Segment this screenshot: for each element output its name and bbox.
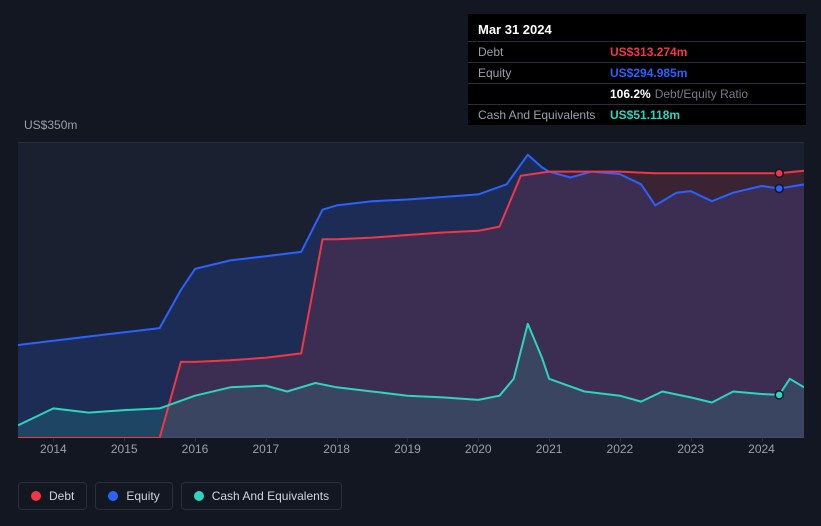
series-marker-icon <box>775 169 783 177</box>
plot-area[interactable] <box>18 142 804 438</box>
tooltip-row: Debt US$313.274m <box>468 41 806 62</box>
tooltip-label: Debt <box>478 45 598 59</box>
tooltip-value: US$51.118m <box>610 108 680 122</box>
legend-label: Equity <box>126 489 159 503</box>
xtick-line <box>691 438 692 442</box>
xtick-label: 2022 <box>607 442 634 456</box>
legend-item[interactable]: Debt <box>18 482 87 510</box>
legend-swatch-icon <box>31 491 41 501</box>
legend-label: Cash And Equivalents <box>212 489 329 503</box>
xtick-label: 2020 <box>465 442 492 456</box>
tooltip-value: US$313.274m <box>610 45 687 59</box>
legend-swatch-icon <box>194 491 204 501</box>
series-marker-icon <box>775 391 783 399</box>
x-axis: 2014 2015 2016 2017 2018 2019 2020 2021 2022 2023… <box>18 442 804 460</box>
legend-swatch-icon <box>108 491 118 501</box>
series-marker-icon <box>775 185 783 193</box>
tooltip-label: Equity <box>478 66 598 80</box>
xtick-line <box>549 438 550 442</box>
xtick-label: 2016 <box>182 442 209 456</box>
xtick-label: 2024 <box>748 442 775 456</box>
legend-item[interactable]: Cash And Equivalents <box>181 482 342 510</box>
y-axis-label-top: US$350m <box>24 118 77 132</box>
legend-item[interactable]: Equity <box>95 482 172 510</box>
xtick-line <box>266 438 267 442</box>
xtick-label: 2017 <box>252 442 279 456</box>
tooltip-title: Mar 31 2024 <box>468 18 806 41</box>
xtick-label: 2014 <box>40 442 67 456</box>
xtick-line <box>53 438 54 442</box>
tooltip-label <box>478 87 598 101</box>
xtick-label: 2015 <box>111 442 138 456</box>
legend-label: Debt <box>49 489 74 503</box>
xtick-line <box>407 438 408 442</box>
tooltip-row: 106.2%Debt/Equity Ratio <box>468 83 806 104</box>
tooltip-label: Cash And Equivalents <box>478 108 598 122</box>
xtick-line <box>620 438 621 442</box>
tooltip-value: 106.2%Debt/Equity Ratio <box>610 87 748 101</box>
xtick-label: 2019 <box>394 442 421 456</box>
xtick-line <box>762 438 763 442</box>
hover-tooltip: Mar 31 2024 Debt US$313.274m Equity US$294.9… <box>468 14 806 125</box>
xtick-line <box>195 438 196 442</box>
xtick-line <box>478 438 479 442</box>
xtick-line <box>124 438 125 442</box>
xtick-label: 2021 <box>536 442 563 456</box>
xtick-line <box>337 438 338 442</box>
legend: Debt Equity Cash And Equivalents <box>18 482 342 510</box>
tooltip-value: US$294.985m <box>610 66 687 80</box>
xtick-label: 2018 <box>323 442 350 456</box>
chart-container: US$350m US$0 201420152016201720182019202… <box>18 120 804 460</box>
tooltip-row: Equity US$294.985m <box>468 62 806 83</box>
tooltip-row: Cash And Equivalents US$51.118m <box>468 104 806 125</box>
xtick-label: 2023 <box>677 442 704 456</box>
